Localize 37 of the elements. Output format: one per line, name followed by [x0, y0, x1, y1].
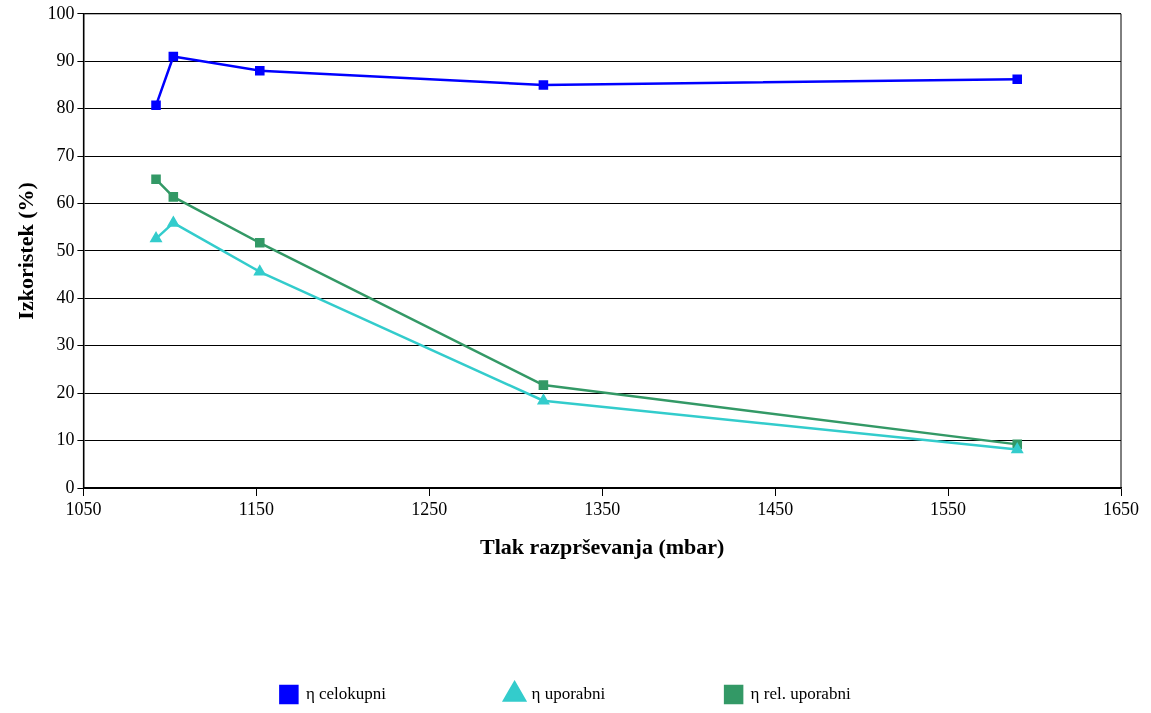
- point: [538, 80, 549, 90]
- point: [1011, 443, 1023, 454]
- x-tick-label: 1050: [65, 498, 102, 519]
- point: [150, 232, 162, 243]
- point: [167, 216, 179, 227]
- legend-label: η celokupni: [305, 683, 387, 703]
- y-tick-label: 90: [56, 49, 75, 70]
- legend-label: η uporabni: [531, 683, 606, 703]
- point: [255, 65, 265, 76]
- y-tick-label: 0: [65, 476, 75, 497]
- y-tick-label: 50: [56, 239, 75, 260]
- point: [255, 238, 265, 248]
- point: [151, 174, 161, 185]
- y-tick-label: 100: [47, 2, 75, 23]
- point: [538, 380, 549, 390]
- x-tick-label: 1250: [411, 498, 448, 519]
- y-tick-label: 70: [56, 144, 75, 165]
- y-tick-label: 40: [56, 287, 75, 308]
- x-tick-label: 1450: [757, 498, 794, 519]
- y-tick-label: 60: [56, 192, 75, 213]
- y-tick-label: 30: [56, 334, 75, 355]
- point: [168, 192, 179, 202]
- y-tick-label: 80: [56, 97, 75, 118]
- point: [151, 100, 161, 111]
- y-tick-label: 10: [56, 429, 75, 450]
- x-tick-label: 1550: [930, 498, 967, 519]
- point: [168, 51, 179, 62]
- x-axis-title: Tlak razprševanja (mbar): [479, 534, 725, 560]
- point: [1012, 74, 1023, 85]
- point: [254, 265, 266, 276]
- x-tick-label: 1350: [584, 498, 621, 519]
- x-tick-label: 1650: [1103, 498, 1139, 519]
- legend-label: η rel. uporabni: [750, 683, 851, 703]
- y-tick-label: 20: [56, 381, 75, 402]
- y-axis-title: Izkoristek (%): [12, 182, 38, 320]
- x-tick-label: 1150: [238, 498, 275, 519]
- point: [537, 394, 549, 405]
